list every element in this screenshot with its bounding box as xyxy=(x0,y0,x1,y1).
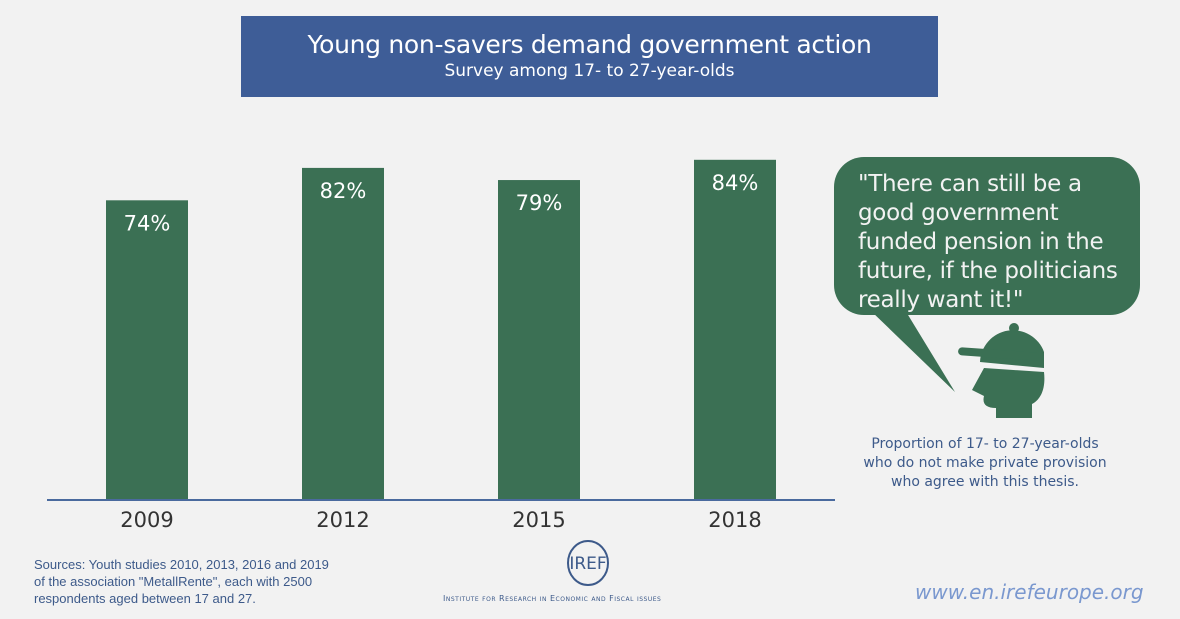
quote-line: "There can still be a xyxy=(858,171,1082,197)
svg-text:IREF: IREF xyxy=(569,554,606,574)
speech-bubble-tail xyxy=(870,310,955,392)
data-label: 79% xyxy=(516,191,563,215)
sources-line: respondents aged between 17 and 27. xyxy=(34,591,256,606)
quote-line: future, if the politicians xyxy=(858,258,1118,284)
bar-2018 xyxy=(694,159,776,501)
bar-2009 xyxy=(106,200,188,501)
caption-line: who do not make private provision xyxy=(863,455,1107,471)
caption-line: Proportion of 17- to 27-year-olds xyxy=(871,436,1099,452)
x-tick-label: 2012 xyxy=(316,508,369,532)
quote-line: funded pension in the xyxy=(858,229,1104,255)
data-label: 84% xyxy=(712,171,759,195)
chart-subtitle: Survey among 17- to 27-year-olds xyxy=(444,61,735,81)
x-tick-label: 2015 xyxy=(512,508,565,532)
iref-logo: IREF xyxy=(567,540,609,586)
quote-caption: Proportion of 17- to 27-year-olds who do… xyxy=(840,435,1130,492)
caption-line: who agree with this thesis. xyxy=(891,474,1079,490)
institute-name: Institute for Research in Economic and F… xyxy=(443,594,662,603)
sources-note: Sources: Youth studies 2010, 2013, 2016 … xyxy=(34,556,329,607)
website-link[interactable]: www.en.irefeurope.org xyxy=(915,580,1144,604)
bar-2015 xyxy=(498,180,580,501)
data-label: 74% xyxy=(124,211,171,235)
quote-line: good government xyxy=(858,200,1059,226)
bar-chart: 74% 2009 82% 2012 79% 2015 84% 2018 xyxy=(47,159,835,532)
sources-line: Sources: Youth studies 2010, 2013, 2016 … xyxy=(34,557,329,572)
chart-title: Young non-savers demand government actio… xyxy=(307,30,872,59)
x-tick-label: 2018 xyxy=(708,508,761,532)
sources-line: of the association "MetallRente", each w… xyxy=(34,574,313,589)
title-banner: Young non-savers demand government actio… xyxy=(241,16,938,97)
quote-line: really want it!" xyxy=(858,287,1024,313)
data-label: 82% xyxy=(320,179,367,203)
bar-2012 xyxy=(302,167,384,500)
quote-bubble: "There can still be a good government fu… xyxy=(834,157,1140,315)
x-tick-label: 2009 xyxy=(120,508,173,532)
person-with-cap-icon xyxy=(870,310,1045,418)
